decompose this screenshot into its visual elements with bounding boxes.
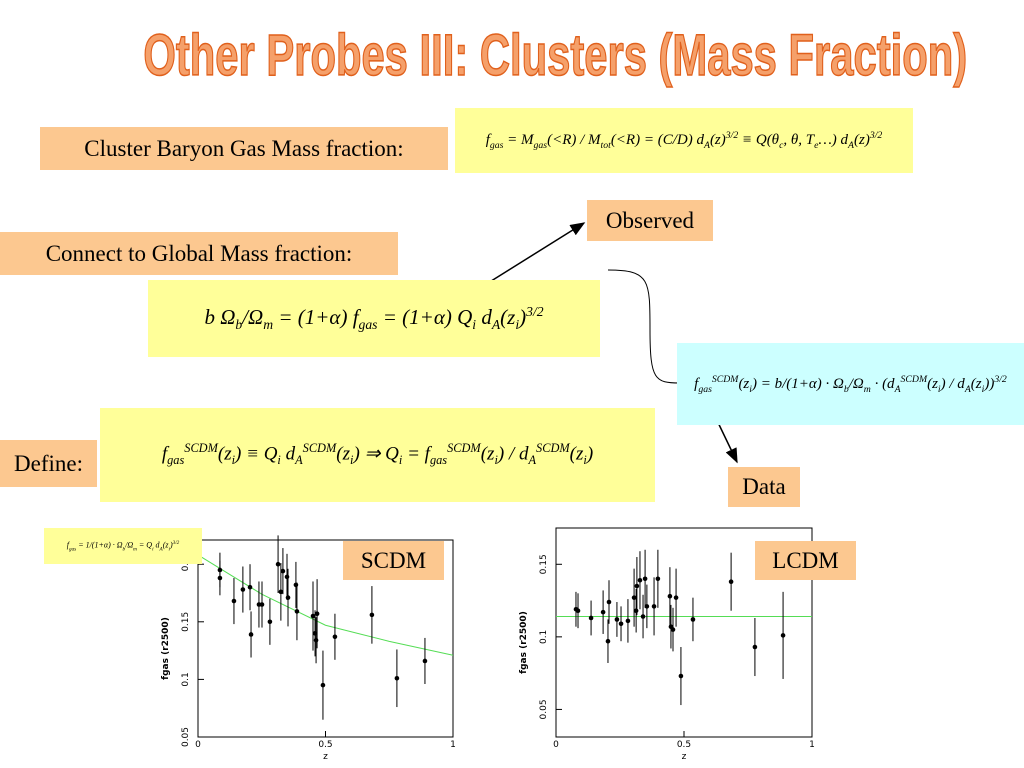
- data-point: [606, 599, 612, 605]
- data-point: [369, 612, 375, 618]
- data-point: [294, 609, 300, 614]
- equation: fgasSCDM(zi) ≡ Qi dASCDM(zi) ⇒ Qi = fgas…: [100, 408, 655, 502]
- y-axis-label: fgas (r2500): [161, 617, 171, 680]
- equation: b Ωb/Ωm = (1+α) fgas = (1+α) Qi dA(zi)3/…: [148, 280, 600, 357]
- row-label: Define:: [0, 440, 97, 487]
- data-point: [284, 574, 290, 580]
- data-point: [618, 621, 624, 627]
- data-point: [332, 634, 338, 640]
- data-point: [267, 619, 273, 625]
- data-point: [285, 595, 291, 600]
- data-point: [314, 611, 320, 617]
- x-tick-label: 0.5: [677, 740, 691, 750]
- x-tick-label: 0: [553, 740, 559, 750]
- model-equation: fgasSCDM(zi) = b/(1+α) · Ωb/Ωm · (dASCDM…: [677, 343, 1024, 425]
- data-point: [275, 561, 281, 567]
- y-tick-label: 0.15: [181, 612, 191, 632]
- chart-label: LCDM: [755, 541, 856, 580]
- data-point: [422, 658, 428, 664]
- row-label: Connect to Global Mass fraction:: [0, 232, 398, 275]
- data-point: [259, 602, 265, 607]
- data-point: [614, 617, 620, 622]
- data-point: [293, 582, 299, 588]
- data-point: [231, 598, 237, 604]
- data-point: [394, 675, 400, 681]
- x-axis-label: z: [323, 752, 328, 762]
- data-point: [247, 584, 253, 590]
- data-point: [575, 608, 581, 614]
- data-point: [642, 576, 648, 582]
- x-tick-label: 1: [450, 740, 456, 750]
- y-axis-label: fgas (r2500): [519, 611, 529, 674]
- observed-label: Observed: [587, 200, 713, 241]
- y-tick-label: 0.1: [539, 630, 549, 644]
- data-point: [655, 576, 661, 582]
- data-label: Data: [728, 467, 800, 507]
- x-axis-label: z: [682, 752, 687, 762]
- data-point: [752, 644, 758, 650]
- connector: [607, 269, 681, 384]
- data-point: [320, 682, 326, 688]
- data-point: [640, 614, 646, 619]
- chart-label: SCDM: [343, 541, 444, 580]
- row-label: Cluster Baryon Gas Mass fraction:: [40, 127, 448, 170]
- slide-title: Other Probes III: Clusters (Mass Fractio…: [143, 22, 968, 89]
- data-point: [633, 608, 639, 614]
- data-point: [600, 609, 606, 615]
- x-tick-label: 0: [195, 740, 201, 750]
- data-point: [240, 587, 246, 592]
- y-tick-label: 0.05: [539, 699, 549, 719]
- data-point: [313, 637, 319, 643]
- arrow: [479, 222, 586, 289]
- data-point: [280, 568, 286, 574]
- x-tick-label: 0.5: [318, 740, 332, 750]
- data-point: [667, 593, 673, 599]
- data-point: [631, 595, 637, 600]
- fit-line: [197, 554, 454, 656]
- data-point: [690, 617, 696, 622]
- data-point: [678, 673, 684, 679]
- y-tick-label: 0.15: [539, 554, 549, 574]
- data-point: [644, 604, 650, 609]
- equation: fgas = Mgas(<R) / Mtot(<R) = (C/D) dA(z)…: [455, 108, 913, 173]
- data-point: [278, 589, 284, 595]
- data-point: [588, 615, 594, 621]
- plot-equation: fgas = 1/(1+α) · Ωb/Ωm = Qi dA(zi)3/2: [44, 528, 202, 564]
- data-point: [728, 579, 734, 585]
- data-point: [651, 604, 657, 609]
- data-point: [637, 577, 643, 583]
- data-point: [625, 618, 631, 624]
- data-point: [670, 627, 676, 632]
- data-point: [780, 633, 786, 638]
- y-tick-label: 0.2: [181, 557, 191, 571]
- y-tick-label: 0.05: [181, 727, 191, 747]
- data-point: [310, 613, 316, 619]
- data-point: [248, 632, 254, 637]
- data-point: [217, 567, 223, 573]
- y-tick-label: 0.1: [181, 672, 191, 686]
- data-point: [634, 583, 640, 589]
- data-point: [673, 595, 679, 600]
- data-point: [605, 638, 611, 644]
- x-tick-label: 1: [809, 740, 815, 750]
